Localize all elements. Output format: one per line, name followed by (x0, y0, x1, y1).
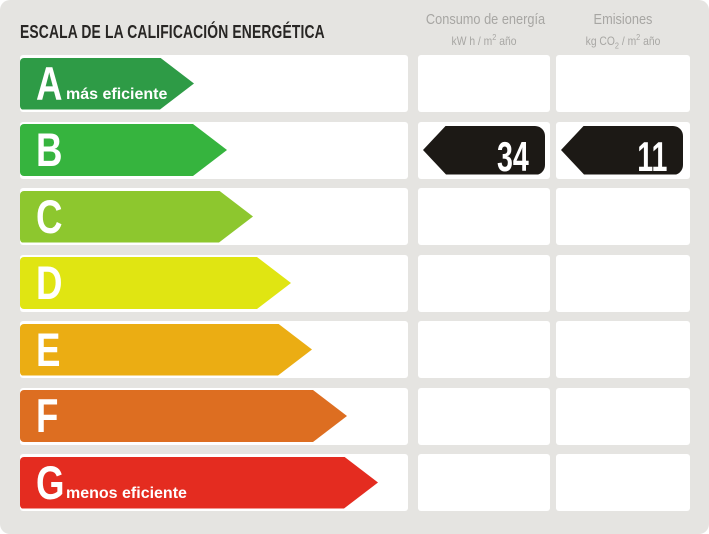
emisiones-unit-suffix: año (640, 34, 661, 48)
rating-row-F: F (20, 387, 690, 445)
rating-arrow-D: D (20, 257, 291, 309)
consumo-column-header: Consumo de energía kW h / m2 año (418, 11, 550, 49)
consumo-value: 34 (497, 133, 529, 181)
rating-letter: B (36, 123, 63, 177)
scale-band: D (20, 254, 408, 312)
efficiency-note: más eficiente (66, 85, 168, 103)
consumo-cell (418, 454, 550, 511)
emisiones-unit-sub: 2 (614, 40, 619, 51)
emisiones-unit-mid: / m (618, 34, 637, 48)
emisiones-cell: 11 (556, 121, 690, 181)
scale-band: E (20, 321, 408, 378)
emisiones-value: 11 (636, 133, 667, 181)
rating-row-E: E (20, 321, 690, 378)
emisiones-cell (556, 454, 690, 511)
emisiones-column-header: Emisiones kg CO2 / m2 año (556, 11, 690, 53)
rating-letter: F (36, 389, 59, 443)
rating-row-D: D (20, 254, 690, 312)
consumo-unit-prefix: kW h / m (451, 34, 493, 48)
emisiones-cell (556, 321, 690, 378)
emisiones-value-arrow: 11 (561, 125, 683, 181)
consumo-value-arrow: 34 (423, 125, 545, 181)
emisiones-column-label: Emisiones (593, 12, 653, 28)
emisiones-unit-prefix: kg CO (585, 34, 615, 48)
consumo-cell (418, 254, 550, 312)
rating-arrow-E: E (20, 324, 312, 376)
efficiency-note: menos eficiente (66, 484, 187, 502)
emisiones-column-unit: kg CO2 / m2 año (565, 29, 680, 53)
rating-letter: G (36, 455, 65, 509)
consumo-column-unit: kW h / m2 año (427, 29, 541, 49)
scale-band: B (20, 121, 408, 179)
rating-letter: A (36, 56, 63, 110)
consumo-unit-sup: 2 (492, 32, 497, 42)
consumo-cell: 34 (418, 121, 550, 181)
scale-band: C (20, 188, 408, 245)
rating-letter: E (36, 322, 61, 376)
consumo-column-label: Consumo de energía (425, 12, 546, 28)
emisiones-cell (556, 387, 690, 445)
emisiones-cell (556, 254, 690, 312)
rating-row-C: C (20, 188, 690, 245)
rating-letter: D (36, 256, 63, 310)
emisiones-cell (556, 55, 690, 112)
rating-arrow-B: B (20, 124, 227, 176)
page-title: ESCALA DE LA CALIFICACIÓN ENERGÉTICA (20, 22, 325, 42)
consumo-cell (418, 188, 550, 245)
emisiones-unit-sup: 2 (636, 32, 641, 42)
consumo-cell (418, 387, 550, 445)
rating-arrow-C: C (20, 191, 253, 243)
emisiones-cell (556, 188, 690, 245)
scale-band: F (20, 387, 408, 445)
rating-row-B: B 34 11 (20, 121, 690, 181)
consumo-cell (418, 321, 550, 378)
consumo-cell (418, 55, 550, 112)
rating-letter: C (36, 189, 63, 243)
rating-arrow-F: F (20, 390, 347, 442)
consumo-unit-suffix: año (496, 34, 517, 48)
